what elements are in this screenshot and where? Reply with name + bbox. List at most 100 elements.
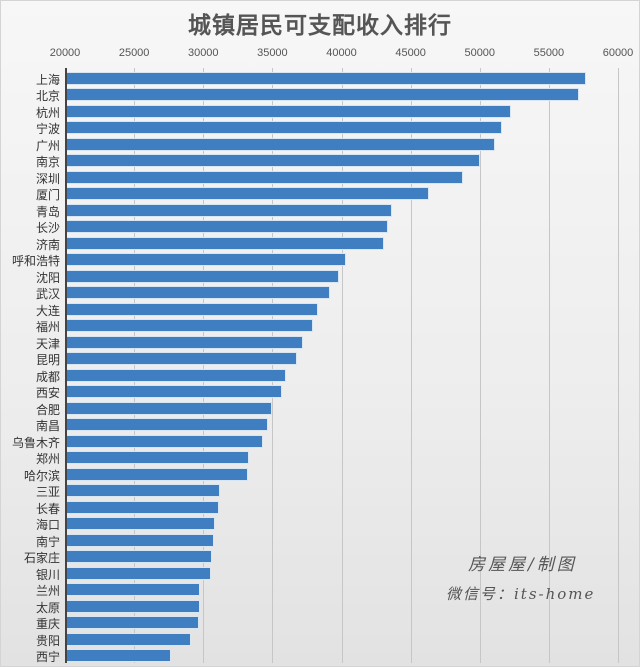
category-label: 海口 xyxy=(35,518,60,532)
bar xyxy=(66,468,247,480)
category-label: 银川 xyxy=(35,567,60,582)
bar-row: 兰州 xyxy=(0,581,640,598)
bar xyxy=(66,138,494,150)
gridline xyxy=(618,68,619,663)
bar xyxy=(66,369,285,381)
bar xyxy=(66,105,511,117)
category-label: 大连 xyxy=(35,303,60,318)
category-label: 三亚 xyxy=(35,485,60,499)
bar xyxy=(66,336,302,348)
bar xyxy=(66,254,345,265)
bar xyxy=(66,270,339,282)
bar xyxy=(66,419,268,430)
x-tick-label: 30000 xyxy=(187,47,219,59)
bar-row: 郑州 xyxy=(0,449,640,466)
bar-row: 太原 xyxy=(0,598,640,615)
bar xyxy=(66,320,313,331)
bar xyxy=(66,435,262,447)
bar-row: 昆明 xyxy=(0,350,640,367)
bar-row: 武汉 xyxy=(0,284,640,301)
x-tick-label: 55000 xyxy=(533,47,565,59)
category-label: 青岛 xyxy=(35,204,60,219)
category-label: 深圳 xyxy=(35,171,60,186)
bar-row: 深圳 xyxy=(0,169,640,186)
bar-row: 南京 xyxy=(0,152,640,169)
gridline xyxy=(203,68,204,663)
bar-row: 大连 xyxy=(0,301,640,318)
bar-row: 沈阳 xyxy=(0,268,640,285)
bar xyxy=(66,122,502,133)
gridline xyxy=(342,68,343,663)
y-axis-line xyxy=(65,68,67,663)
bar-row: 广州 xyxy=(0,136,640,153)
category-label: 宁波 xyxy=(35,122,60,136)
x-tick-label: 35000 xyxy=(257,47,288,59)
bar xyxy=(66,386,281,397)
category-label: 西安 xyxy=(35,386,60,400)
bar-row: 杭州 xyxy=(0,103,640,120)
bar xyxy=(66,600,199,612)
bar xyxy=(66,221,388,232)
watermark-author: 房屋屋/制图 xyxy=(468,555,577,575)
bar xyxy=(66,518,215,529)
chart-title: 城镇居民可支配收入排行 xyxy=(188,13,452,39)
x-tick-label: 40000 xyxy=(326,47,357,59)
bar xyxy=(66,204,392,216)
category-label: 沈阳 xyxy=(35,270,60,285)
bar xyxy=(66,303,318,315)
bar xyxy=(66,188,428,199)
watermark: 房屋屋/制图 微信号：its-home xyxy=(446,550,595,604)
x-tick-label: 20000 xyxy=(49,47,81,59)
bar-row: 长春 xyxy=(0,499,640,516)
bar-row: 海口 xyxy=(0,515,640,532)
bar-row: 成都 xyxy=(0,367,640,384)
bar xyxy=(66,287,330,298)
bar-row: 南宁 xyxy=(0,532,640,549)
bar-row: 南昌 xyxy=(0,416,640,433)
bar xyxy=(66,501,219,513)
bar-row: 厦门 xyxy=(0,185,640,202)
bar xyxy=(66,155,480,166)
bar-row: 合肥 xyxy=(0,400,640,417)
category-label: 太原 xyxy=(35,600,60,615)
bar xyxy=(66,171,462,183)
bar-row: 上海 xyxy=(0,70,640,87)
bar xyxy=(66,89,579,100)
bar-row: 重庆 xyxy=(0,614,640,631)
category-label: 合肥 xyxy=(35,402,60,417)
category-label: 昆明 xyxy=(35,353,60,367)
bar-row: 天津 xyxy=(0,334,640,351)
bar-row: 哈尔滨 xyxy=(0,466,640,483)
bar-row: 福州 xyxy=(0,317,640,334)
bar-row: 呼和浩特 xyxy=(0,251,640,268)
category-label: 武汉 xyxy=(35,287,60,301)
bar-row: 西安 xyxy=(0,383,640,400)
bar xyxy=(66,452,249,463)
bar xyxy=(66,551,212,562)
bar-row: 乌鲁木齐 xyxy=(0,433,640,450)
bar xyxy=(66,534,214,546)
bar-row: 西宁 xyxy=(0,647,640,664)
gridline xyxy=(549,68,550,663)
gridline xyxy=(480,68,481,663)
gridline xyxy=(272,68,273,663)
category-label: 北京 xyxy=(35,89,60,103)
category-label: 南宁 xyxy=(35,534,60,549)
category-label: 兰州 xyxy=(35,584,60,598)
bar-row: 石家庄 xyxy=(0,548,640,565)
gridline xyxy=(134,68,135,663)
category-label: 石家庄 xyxy=(23,551,60,565)
category-label: 上海 xyxy=(35,72,60,87)
bar-row: 贵阳 xyxy=(0,631,640,648)
category-label: 呼和浩特 xyxy=(11,254,60,268)
bar xyxy=(66,485,220,496)
bar-row: 银川 xyxy=(0,565,640,582)
bar xyxy=(66,72,585,84)
category-label: 福州 xyxy=(35,320,60,334)
category-label: 广州 xyxy=(35,138,60,153)
category-label: 南昌 xyxy=(35,419,60,433)
bar xyxy=(66,650,170,661)
category-label: 郑州 xyxy=(35,452,60,466)
bar-row: 济南 xyxy=(0,235,640,252)
